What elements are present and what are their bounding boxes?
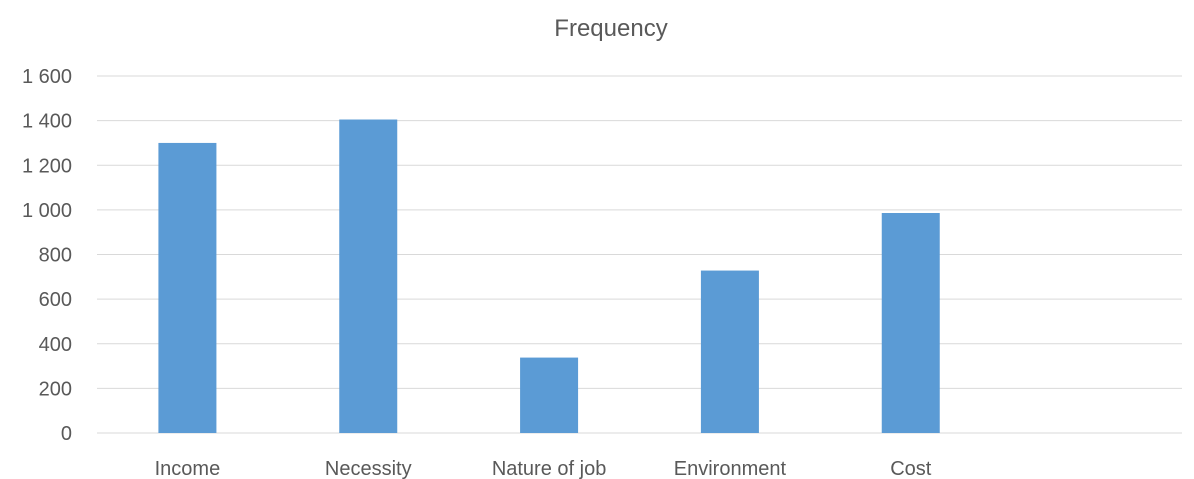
x-axis-labels: Income Necessity Nature of job Environment C… — [155, 458, 932, 479]
bar-cost — [881, 212, 940, 433]
bar-environment — [700, 270, 759, 433]
y-tick-label: 600 — [39, 289, 72, 311]
bar-income — [158, 142, 217, 433]
x-category-label: Environment — [674, 458, 787, 479]
bars — [158, 119, 940, 434]
bar-necessity — [339, 119, 398, 434]
y-tick-label: 400 — [39, 334, 72, 356]
y-tick-label: 1 200 — [22, 155, 72, 177]
y-tick-label: 800 — [39, 245, 72, 267]
y-tick-label: 1 000 — [22, 200, 72, 222]
x-category-label: Income — [155, 458, 221, 479]
x-category-label: Necessity — [325, 458, 412, 479]
y-tick-label: 1 400 — [22, 111, 72, 133]
y-tick-label: 1 600 — [22, 66, 72, 88]
bar-nature-of-job — [520, 357, 579, 433]
x-category-label: Nature of job — [492, 458, 607, 479]
y-axis-ticks: 0 200 400 600 800 1 000 1 200 1 400 1 600 — [22, 66, 72, 445]
x-category-label: Cost — [890, 458, 932, 479]
y-tick-label: 200 — [39, 378, 72, 400]
chart-title: Frequency — [554, 15, 667, 42]
gridlines — [97, 75, 1182, 434]
y-tick-label: 0 — [61, 423, 72, 445]
